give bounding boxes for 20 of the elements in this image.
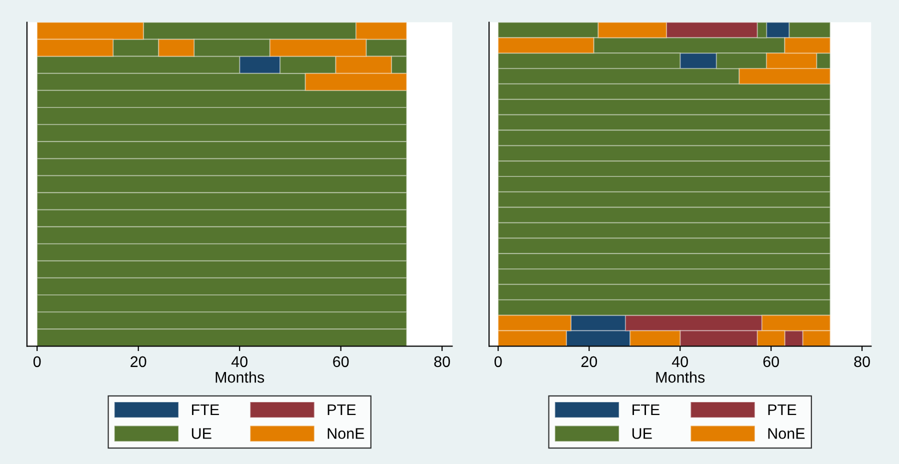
x-axis-title: Months — [216, 371, 264, 383]
x-tick-label: 60 — [333, 356, 349, 368]
legend-label: UE — [632, 428, 652, 439]
legend-label: UE — [192, 428, 212, 439]
x-tick-label: 20 — [130, 356, 146, 368]
x-tick-label: 0 — [494, 356, 502, 368]
x-tick-label: 20 — [581, 356, 598, 368]
legend-label: FTE — [192, 404, 219, 415]
legend-label: PTE — [768, 404, 796, 415]
x-tick-label: 0 — [33, 356, 41, 368]
x-tick-label: 40 — [231, 356, 248, 368]
legend-label: NonE — [768, 428, 805, 439]
x-tick-label: 80 — [434, 356, 450, 368]
legend-label: NonE — [328, 428, 364, 439]
legend-label: FTE — [632, 404, 660, 415]
legend-label: PTE — [328, 404, 356, 415]
x-tick-label: 60 — [763, 356, 779, 368]
x-axis-title: Months — [656, 371, 705, 383]
x-tick-label: 80 — [854, 356, 870, 368]
x-tick-label: 40 — [672, 356, 688, 368]
